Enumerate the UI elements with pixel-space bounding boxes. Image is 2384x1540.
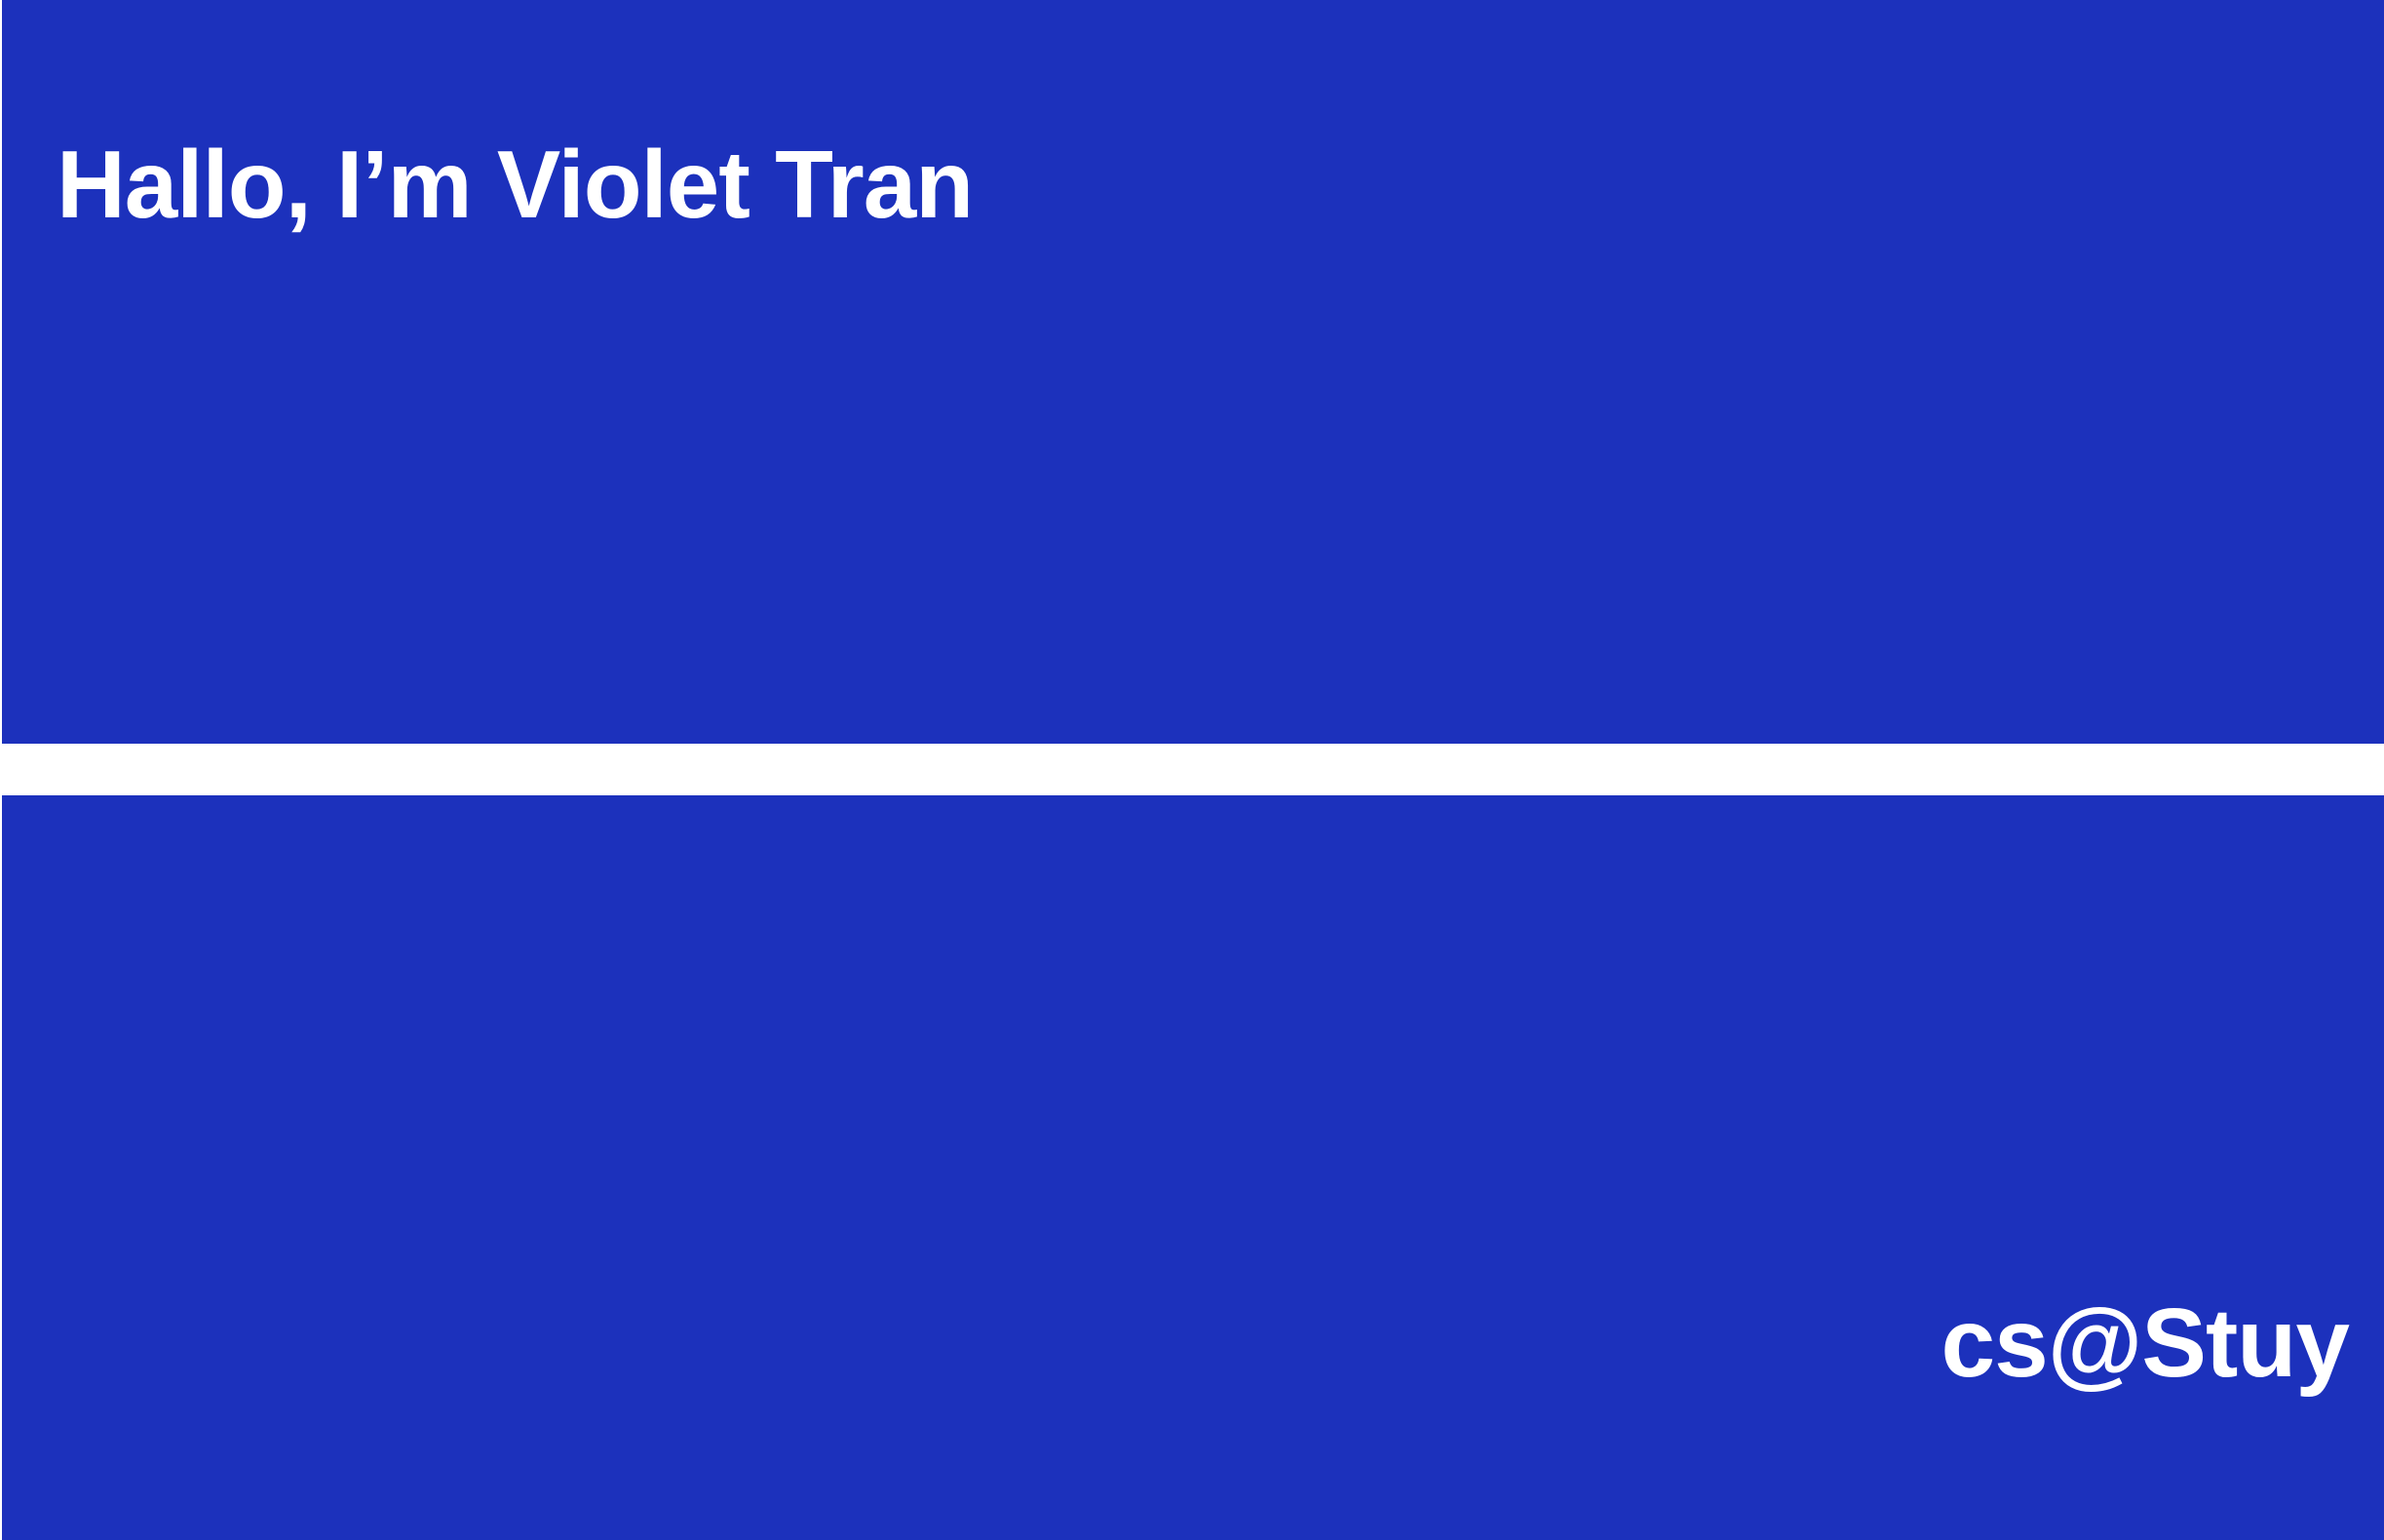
footer-label: cs@Stuy [1941,1289,2350,1398]
top-panel: Hallo, I’m Violet Tran [2,0,2384,744]
title: Hallo, I’m Violet Tran [57,131,974,238]
bottom-panel: cs@Stuy [2,795,2384,1540]
